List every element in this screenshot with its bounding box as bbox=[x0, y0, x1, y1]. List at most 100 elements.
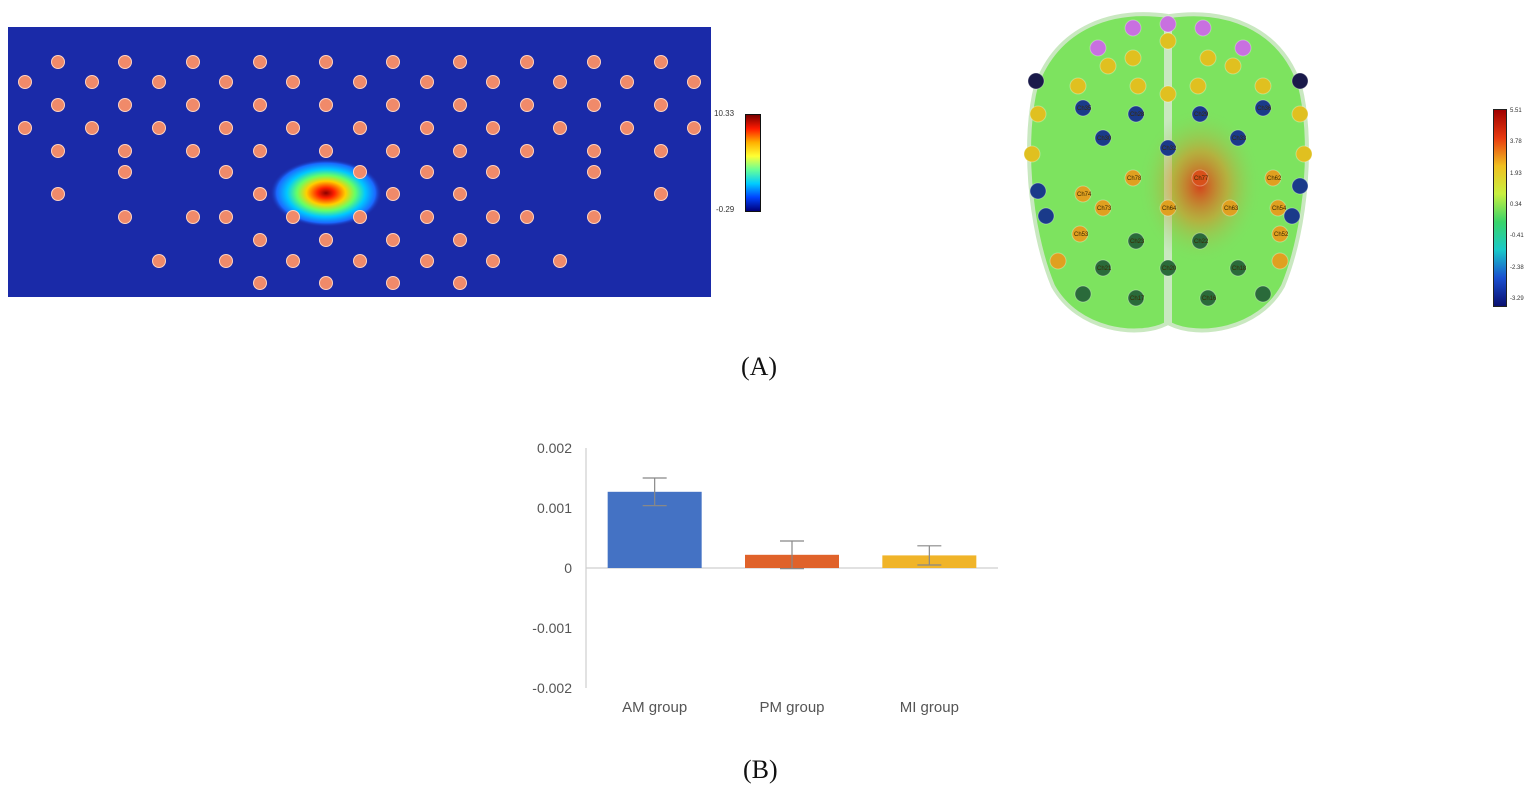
channel-dot bbox=[453, 98, 467, 112]
brain-3d-svg: Ch77 Ch78 Ch74 Ch73 Ch64 Ch63 Ch62 Ch54 Ch53 Ch52… bbox=[1023, 12, 1313, 333]
channel-dot bbox=[219, 254, 233, 268]
channel-dot bbox=[353, 75, 367, 89]
channel-dot bbox=[420, 75, 434, 89]
brain-channel-dot bbox=[1291, 105, 1309, 123]
brain-channel-label: Ch17 bbox=[1130, 296, 1145, 302]
brain-channel-dot bbox=[1191, 232, 1209, 250]
brain-channel-dot bbox=[1099, 57, 1117, 75]
topography-2d-svg bbox=[18, 55, 701, 290]
brain-channel-label: Ch52 bbox=[1274, 232, 1289, 238]
channel-dot bbox=[152, 75, 166, 89]
channel-dot bbox=[353, 210, 367, 224]
brain-channel-dot bbox=[1199, 49, 1217, 67]
channel-dot bbox=[186, 144, 200, 158]
channel-dot bbox=[219, 165, 233, 179]
colorbar-3d-tick-label: 1.93 bbox=[1510, 170, 1522, 177]
x-tick-label: MI group bbox=[900, 699, 959, 716]
channel-dot bbox=[319, 55, 333, 69]
brain-channel-dot bbox=[1159, 139, 1177, 157]
channel-dot bbox=[51, 98, 65, 112]
brain-3d-render: Ch77 Ch78 Ch74 Ch73 Ch64 Ch63 Ch62 Ch54 Ch53 Ch52… bbox=[1018, 6, 1318, 336]
brain-channel-label: Ch36 bbox=[1257, 106, 1272, 112]
brain-channel-dot bbox=[1271, 252, 1289, 270]
brain-channel-dot bbox=[1094, 259, 1112, 277]
channel-dot bbox=[687, 121, 701, 135]
channel-dot bbox=[186, 98, 200, 112]
channel-dot bbox=[286, 75, 300, 89]
y-tick-label: 0.001 bbox=[537, 500, 572, 516]
channel-dot bbox=[654, 98, 668, 112]
colorbar-3d-tick-label: -3.29 bbox=[1510, 296, 1524, 302]
channel-dot bbox=[520, 144, 534, 158]
y-tick-label: -0.002 bbox=[532, 680, 572, 696]
channel-dot bbox=[386, 98, 400, 112]
brain-channel-dot bbox=[1159, 199, 1177, 217]
brain-channel-dot bbox=[1269, 199, 1287, 217]
channel-dot bbox=[386, 276, 400, 290]
brain-channel-dot bbox=[1023, 145, 1041, 163]
brain-channel-dot bbox=[1029, 182, 1047, 200]
channel-dot bbox=[51, 187, 65, 201]
brain-channel-dot bbox=[1124, 169, 1142, 187]
channel-dot bbox=[118, 165, 132, 179]
channel-dot bbox=[420, 121, 434, 135]
channel-dot bbox=[386, 187, 400, 201]
channel-dot bbox=[453, 276, 467, 290]
channel-dot bbox=[420, 254, 434, 268]
channel-dot bbox=[386, 144, 400, 158]
brain-channel-dot bbox=[1159, 259, 1177, 277]
brain-channel-dot bbox=[1194, 19, 1212, 37]
channel-dot bbox=[186, 210, 200, 224]
channel-dot bbox=[553, 254, 567, 268]
channel-dot bbox=[620, 121, 634, 135]
channel-dot bbox=[453, 187, 467, 201]
brain-channel-dot bbox=[1094, 129, 1112, 147]
colorbar-3d bbox=[1493, 109, 1507, 307]
channel-dot bbox=[319, 144, 333, 158]
colorbar-3d-tick-label: 5.51 bbox=[1510, 108, 1522, 114]
brain-channel-dot bbox=[1127, 289, 1145, 307]
y-tick-label: 0 bbox=[564, 560, 572, 576]
brain-channel-dot bbox=[1189, 77, 1207, 95]
channel-dot bbox=[219, 75, 233, 89]
channel-dot bbox=[253, 98, 267, 112]
channel-dot bbox=[319, 276, 333, 290]
brain-channel-dot bbox=[1291, 177, 1309, 195]
brain-channel-dot bbox=[1224, 57, 1242, 75]
channel-dot bbox=[85, 75, 99, 89]
channel-dot bbox=[587, 165, 601, 179]
brain-channel-label: Ch33 bbox=[1232, 136, 1247, 142]
brain-channel-dot bbox=[1191, 169, 1209, 187]
brain-channel-dot bbox=[1037, 207, 1055, 225]
channel-dot bbox=[253, 233, 267, 247]
brain-channel-label: Ch54 bbox=[1272, 206, 1287, 212]
channel-dot bbox=[253, 187, 267, 201]
channel-dot bbox=[18, 121, 32, 135]
brain-channel-dot bbox=[1127, 105, 1145, 123]
brain-channel-dot bbox=[1254, 99, 1272, 117]
channel-dot bbox=[118, 210, 132, 224]
channel-dot bbox=[486, 121, 500, 135]
brain-channel-label: Ch78 bbox=[1127, 176, 1142, 182]
brain-channel-dot bbox=[1234, 39, 1252, 57]
bar-chart-svg: 0.002 0.001 0 -0.001 -0.002 AM group PM group M… bbox=[532, 440, 998, 716]
panel-b-caption: (B) bbox=[743, 755, 778, 784]
colorbar-3d-tick-label: 3.78 bbox=[1510, 139, 1522, 146]
brain-channel-label: Ch16 bbox=[1202, 296, 1217, 302]
channel-dot bbox=[353, 121, 367, 135]
brain-channel-dot bbox=[1229, 129, 1247, 147]
brain-channel-label: Ch30 bbox=[1097, 136, 1112, 142]
brain-channel-label: Ch18 bbox=[1232, 266, 1247, 272]
channel-dot bbox=[486, 210, 500, 224]
brain-channel-label: Ch74 bbox=[1077, 192, 1092, 198]
channel-dot bbox=[553, 75, 567, 89]
brain-channel-label: Ch20 bbox=[1162, 266, 1177, 272]
brain-channel-dot bbox=[1027, 72, 1045, 90]
colorbar-2d-max: 10.33 bbox=[714, 109, 735, 118]
channel-dot bbox=[152, 254, 166, 268]
channel-dot bbox=[587, 55, 601, 69]
colorbar-3d-tick-label: 0.34 bbox=[1510, 202, 1522, 208]
brain-channel-dot bbox=[1264, 169, 1282, 187]
channel-dot bbox=[286, 121, 300, 135]
brain-channel-dot bbox=[1074, 285, 1092, 303]
